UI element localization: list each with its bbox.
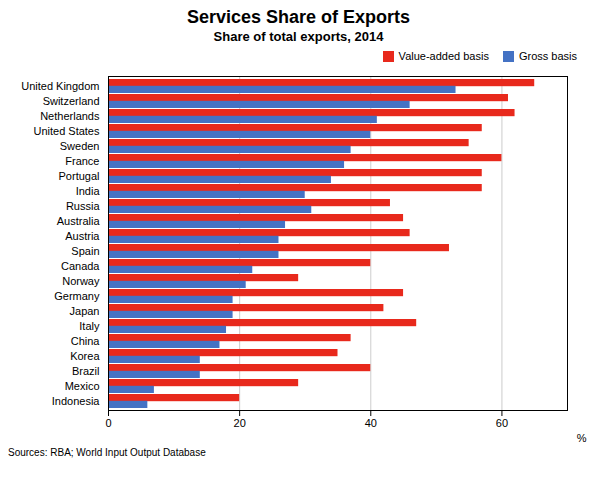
svg-text:0: 0 (105, 417, 111, 429)
html-text:Gross basis: Gross basis (518, 50, 577, 62)
html-text:Share of total exports, 2014: Share of total exports, 2014 (213, 29, 384, 44)
svg-text:United Kingdom: United Kingdom (21, 80, 99, 92)
svg-text:Sweden: Sweden (60, 140, 100, 152)
svg-text:20: 20 (234, 417, 246, 429)
svg-text:Mexico: Mexico (65, 380, 100, 392)
svg-text:Switzerland: Switzerland (43, 95, 100, 107)
svg-text:Russia: Russia (66, 200, 101, 212)
svg-text:Indonesia: Indonesia (52, 395, 101, 407)
svg-text:Spain: Spain (71, 245, 99, 257)
svg-text:United States: United States (33, 125, 100, 137)
svg-text:Austria: Austria (65, 230, 100, 242)
svg-text:%: % (577, 432, 587, 444)
svg-text:Australia: Australia (57, 215, 101, 227)
html-text:Sources: RBA; World Input Outp: Sources: RBA; World Input Output Databas… (8, 447, 206, 458)
svg-text:Korea: Korea (70, 350, 100, 362)
svg-text:Netherlands: Netherlands (40, 110, 100, 122)
svg-text:60: 60 (496, 417, 508, 429)
svg-text:Canada: Canada (61, 260, 100, 272)
svg-text:China: China (71, 335, 101, 347)
svg-text:Portugal: Portugal (59, 170, 100, 182)
html-text:Services Share of Exports: Services Share of Exports (186, 7, 410, 27)
svg-text:Germany: Germany (54, 290, 100, 302)
svg-text:India: India (76, 185, 101, 197)
html-text:Value-added basis: Value-added basis (398, 50, 489, 62)
svg-text:Brazil: Brazil (72, 365, 100, 377)
svg-text:Italy: Italy (79, 320, 100, 332)
svg-text:40: 40 (365, 417, 377, 429)
svg-text:Japan: Japan (70, 305, 100, 317)
svg-text:France: France (65, 155, 99, 167)
svg-text:Norway: Norway (62, 275, 100, 287)
